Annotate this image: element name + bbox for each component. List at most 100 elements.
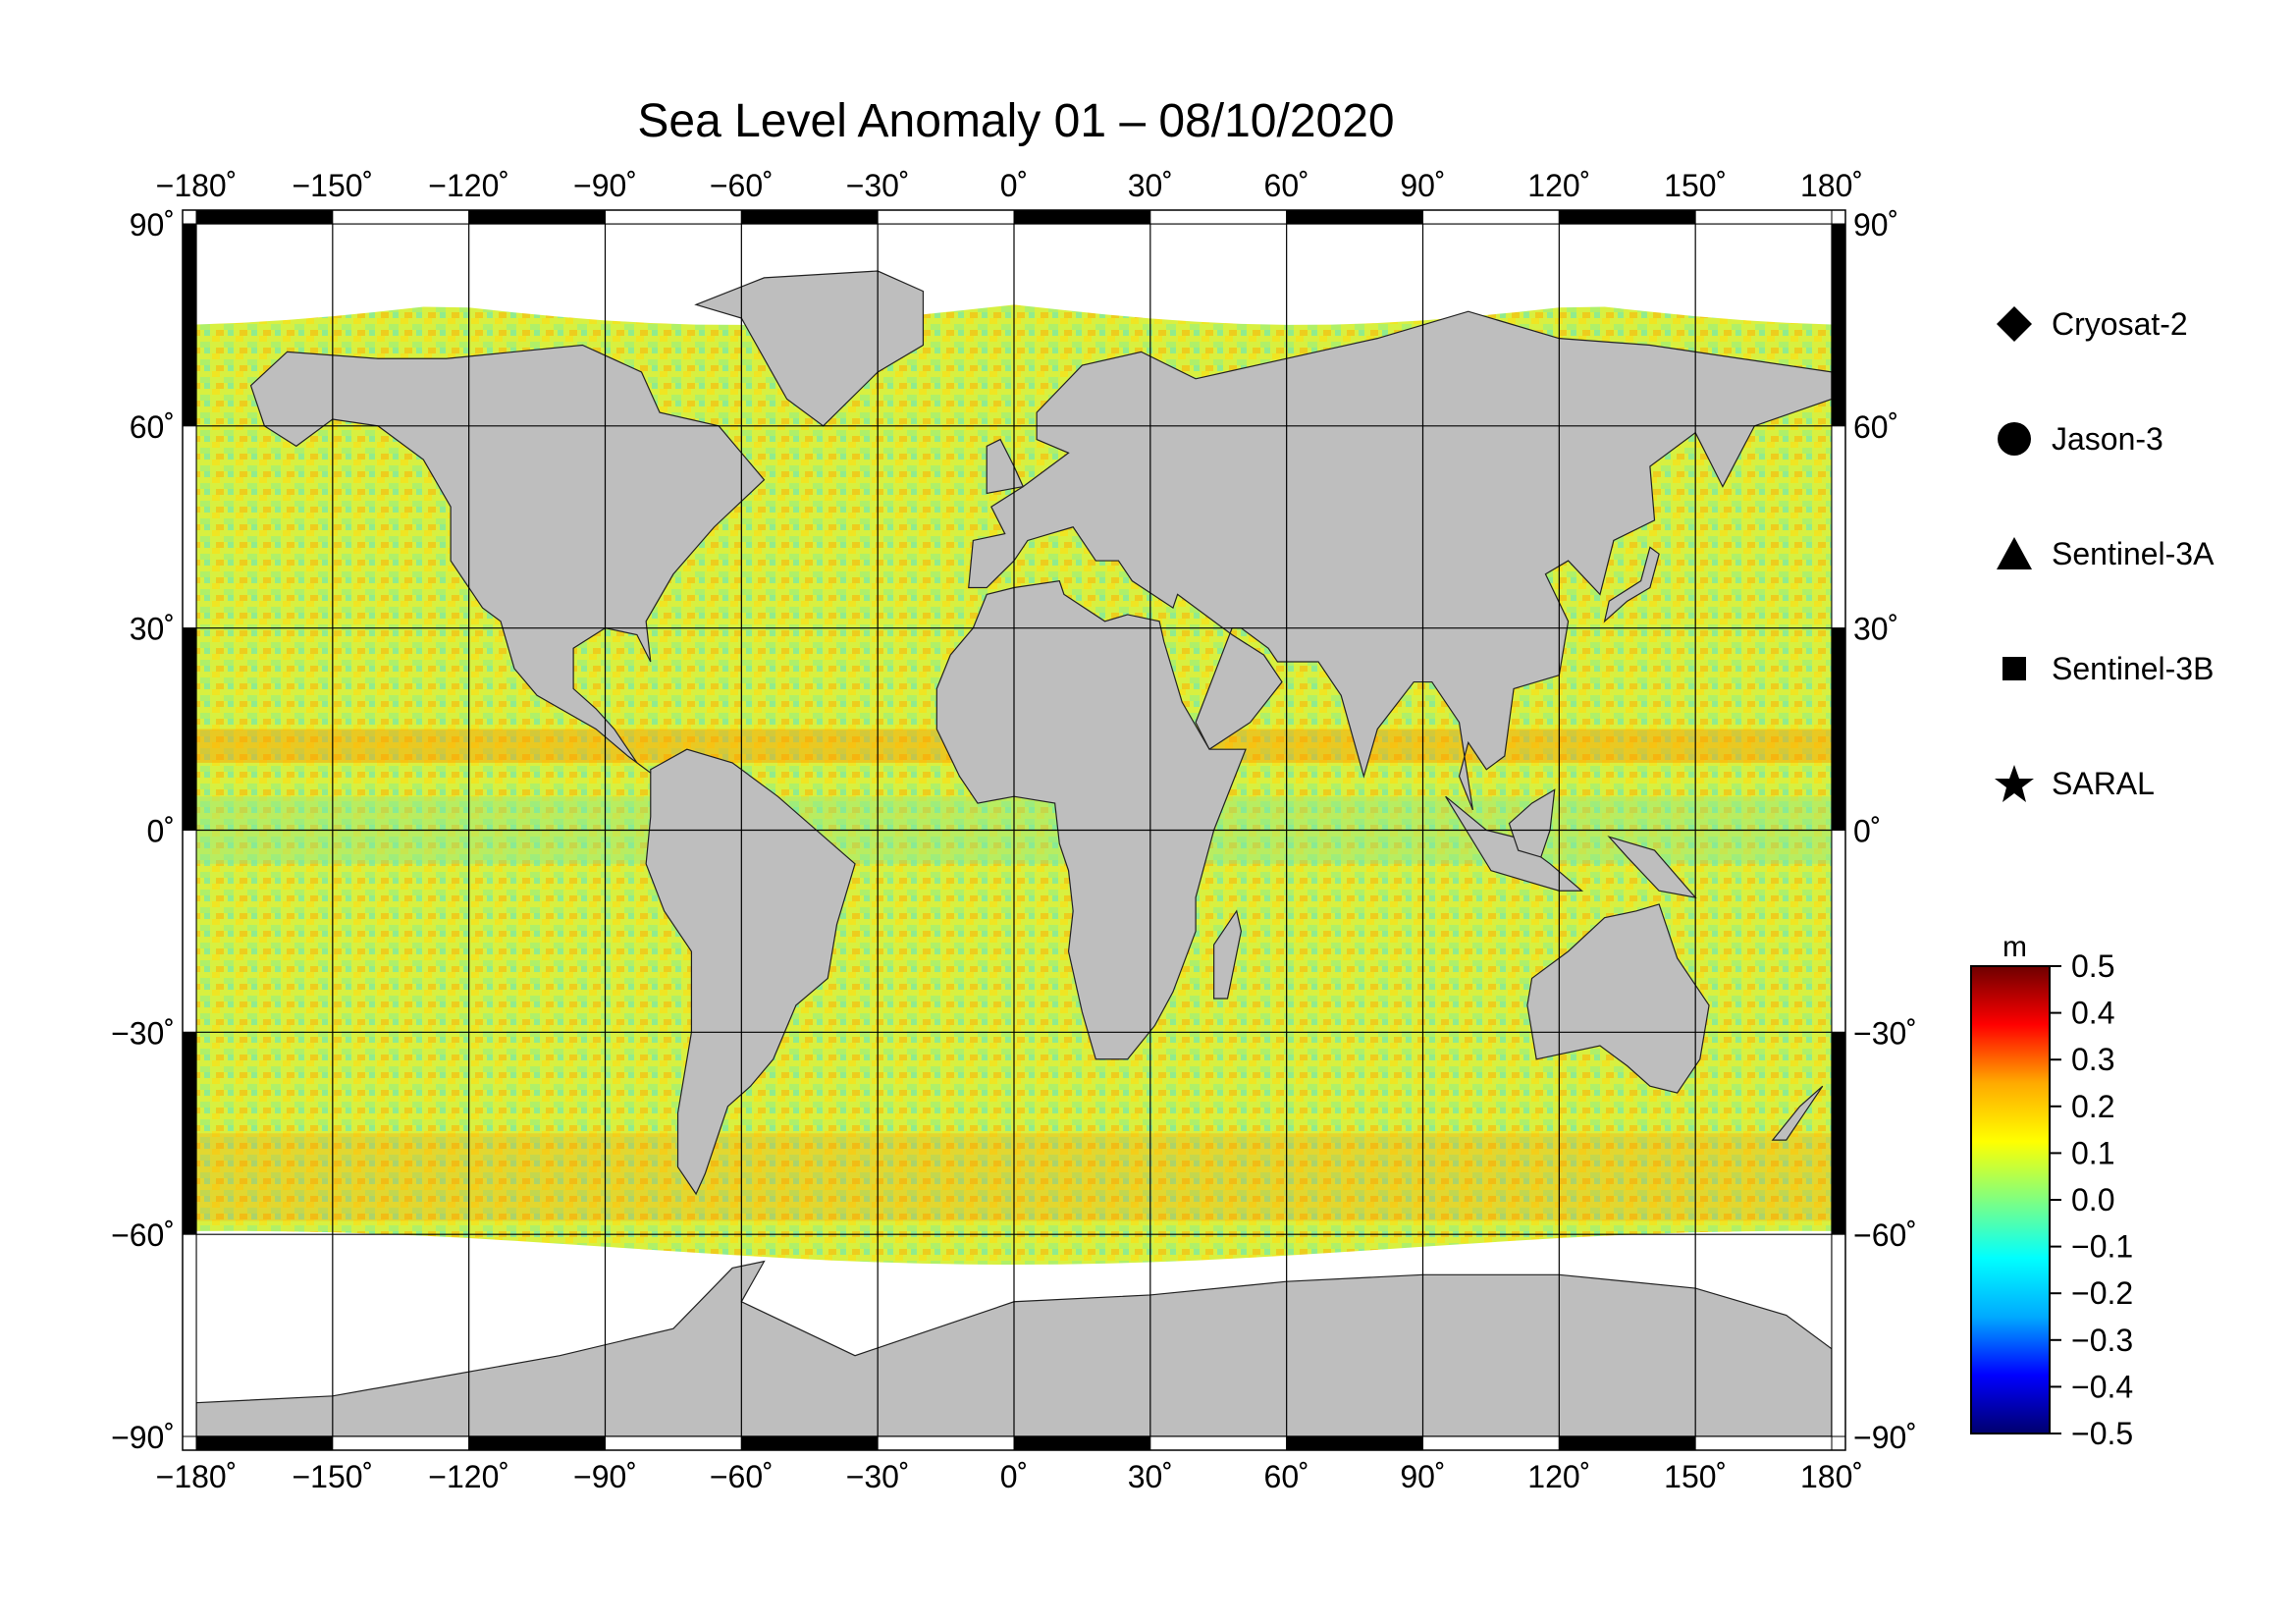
diamond-icon xyxy=(1993,302,2036,346)
legend-label: Jason-3 xyxy=(2052,420,2163,457)
frame-segment-top xyxy=(877,209,1015,225)
lat-tick-label-right: 0˚ xyxy=(1853,814,1881,849)
land-indonesia xyxy=(1445,795,1584,892)
legend-item-saral: SARAL xyxy=(1993,759,2155,808)
legend-label: Sentinel-3B xyxy=(2052,650,2215,686)
land-australia xyxy=(1526,903,1710,1094)
frame-outline xyxy=(182,209,1846,1451)
map-frame xyxy=(182,209,1846,1451)
frame-segment-top xyxy=(332,209,470,225)
legend-label: Cryosat-2 xyxy=(2052,305,2188,342)
frame-segment-bottom xyxy=(1286,1435,1423,1451)
frame-segment-right xyxy=(1831,223,1846,427)
frame-segment-left xyxy=(182,1233,197,1437)
lon-tick-label-bottom: 90˚ xyxy=(1400,1459,1445,1494)
lon-tick-label-bottom: −90˚ xyxy=(573,1459,637,1494)
colorbar-tick-label: −0.4 xyxy=(2071,1369,2133,1404)
lat-tick-label-left: −60˚ xyxy=(111,1217,175,1253)
lat-tick-label-right: 30˚ xyxy=(1853,612,1898,647)
colorbar-tick-label: −0.2 xyxy=(2071,1275,2133,1311)
triangle-icon xyxy=(1993,532,2036,575)
colorbar-tick-label: 0.5 xyxy=(2071,948,2114,984)
frame-segment-top xyxy=(1286,209,1423,225)
land-north-america xyxy=(249,344,766,778)
frame-segment-top xyxy=(1149,209,1288,225)
colorbar-tick-label: 0.1 xyxy=(2071,1135,2114,1170)
colorbar-tick-label: 0.2 xyxy=(2071,1089,2114,1124)
legend-item-jason-3: Jason-3 xyxy=(1993,414,2163,463)
colorbar-tick-label: −0.1 xyxy=(2071,1229,2133,1265)
frame-segment-bottom xyxy=(468,1435,606,1451)
frame-segment-left xyxy=(182,1031,197,1235)
lon-tick-label-top: −120˚ xyxy=(428,168,509,203)
lon-tick-label-bottom: 30˚ xyxy=(1128,1459,1173,1494)
lon-tick-label-top: 150˚ xyxy=(1664,168,1727,203)
frame-segment-bottom xyxy=(1149,1435,1288,1451)
lat-tick-label-right: 90˚ xyxy=(1853,207,1898,243)
land-japan xyxy=(1603,546,1660,623)
frame-segment-top xyxy=(195,209,334,225)
lon-tick-label-top: 180˚ xyxy=(1800,168,1863,203)
frame-segment-bottom xyxy=(332,1435,470,1451)
lon-tick-label-bottom: 120˚ xyxy=(1527,1459,1590,1494)
lat-tick-label-right: −30˚ xyxy=(1853,1015,1917,1051)
lat-tick-label-left: −90˚ xyxy=(111,1420,175,1455)
legend-item-sentinel-3b: Sentinel-3B xyxy=(1993,644,2214,693)
legend-item-cryosat-2: Cryosat-2 xyxy=(1993,299,2188,349)
frame-segment-right xyxy=(1831,425,1846,629)
legend-item-sentinel-3a: Sentinel-3A xyxy=(1993,529,2214,578)
frame-segment-top xyxy=(1694,209,1833,225)
land-new-zealand xyxy=(1771,1085,1824,1141)
frame-segment-top xyxy=(1558,209,1696,225)
lon-tick-label-top: −30˚ xyxy=(846,168,910,203)
frame-segment-bottom xyxy=(195,1435,334,1451)
map-title: Sea Level Anomaly 01 – 08/10/2020 xyxy=(637,95,1395,147)
frame-segment-top xyxy=(1422,209,1560,225)
lon-tick-label-top: 120˚ xyxy=(1527,168,1590,203)
legend-label: Sentinel-3A xyxy=(2052,535,2215,571)
frame-segment-right xyxy=(1831,1233,1846,1437)
circle-icon xyxy=(1993,417,2036,460)
frame-segment-right xyxy=(1831,830,1846,1033)
colorbar-ramp xyxy=(1970,965,2051,1434)
lat-tick-label-left: 30˚ xyxy=(130,612,175,647)
lon-tick-label-bottom: 0˚ xyxy=(1000,1459,1028,1494)
frame-segment-bottom xyxy=(1694,1435,1833,1451)
frame-segment-right xyxy=(1831,1031,1846,1235)
lon-tick-label-top: 30˚ xyxy=(1128,168,1173,203)
lat-tick-label-left: 90˚ xyxy=(130,207,175,243)
lon-tick-label-top: 60˚ xyxy=(1264,168,1309,203)
frame-segment-top xyxy=(1013,209,1151,225)
square-icon xyxy=(1993,647,2036,690)
frame-segment-bottom xyxy=(1558,1435,1696,1451)
lon-tick-label-bottom: 180˚ xyxy=(1800,1459,1863,1494)
lat-tick-label-left: 0˚ xyxy=(147,814,175,849)
colorbar-tick-label: 0.0 xyxy=(2071,1182,2114,1217)
lon-tick-label-bottom: −180˚ xyxy=(156,1459,238,1494)
lat-tick-label-left: −30˚ xyxy=(111,1015,175,1051)
lon-tick-label-bottom: 150˚ xyxy=(1664,1459,1727,1494)
lon-tick-label-top: 90˚ xyxy=(1400,168,1445,203)
lon-tick-label-top: −60˚ xyxy=(710,168,774,203)
lon-tick-label-bottom: −60˚ xyxy=(710,1459,774,1494)
lat-tick-label-right: −90˚ xyxy=(1853,1420,1917,1455)
frame-segment-top xyxy=(740,209,879,225)
lon-tick-label-bottom: −120˚ xyxy=(428,1459,509,1494)
lon-tick-label-top: −150˚ xyxy=(292,168,373,203)
lon-tick-label-top: −90˚ xyxy=(573,168,637,203)
land-eurasia xyxy=(968,310,1833,811)
colorbar-tick-label: 0.4 xyxy=(2071,996,2114,1031)
lon-tick-label-bottom: −150˚ xyxy=(292,1459,373,1494)
frame-segment-right xyxy=(1831,627,1846,832)
lon-tick-label-top: 0˚ xyxy=(1000,168,1028,203)
frame-segment-left xyxy=(182,425,197,629)
frame-segment-top xyxy=(605,209,742,225)
axis-ticks: −180˚ −180˚ −150˚ −150˚ −120˚ −120˚ −90˚ −90˚ −6… xyxy=(111,168,1917,1494)
frame-segment-left xyxy=(182,627,197,832)
colorbar-tick-label: −0.3 xyxy=(2071,1323,2133,1358)
colorbar: 0.5 0.4 0.3 0.2 0.1 0.0 −0.1 −0.2 −0.3 −0.4 −0.5 xyxy=(1970,948,2133,1451)
colorbar-tick-label: −0.5 xyxy=(2071,1416,2133,1451)
lat-tick-label-right: −60˚ xyxy=(1853,1217,1917,1253)
lon-tick-label-bottom: 60˚ xyxy=(1264,1459,1309,1494)
